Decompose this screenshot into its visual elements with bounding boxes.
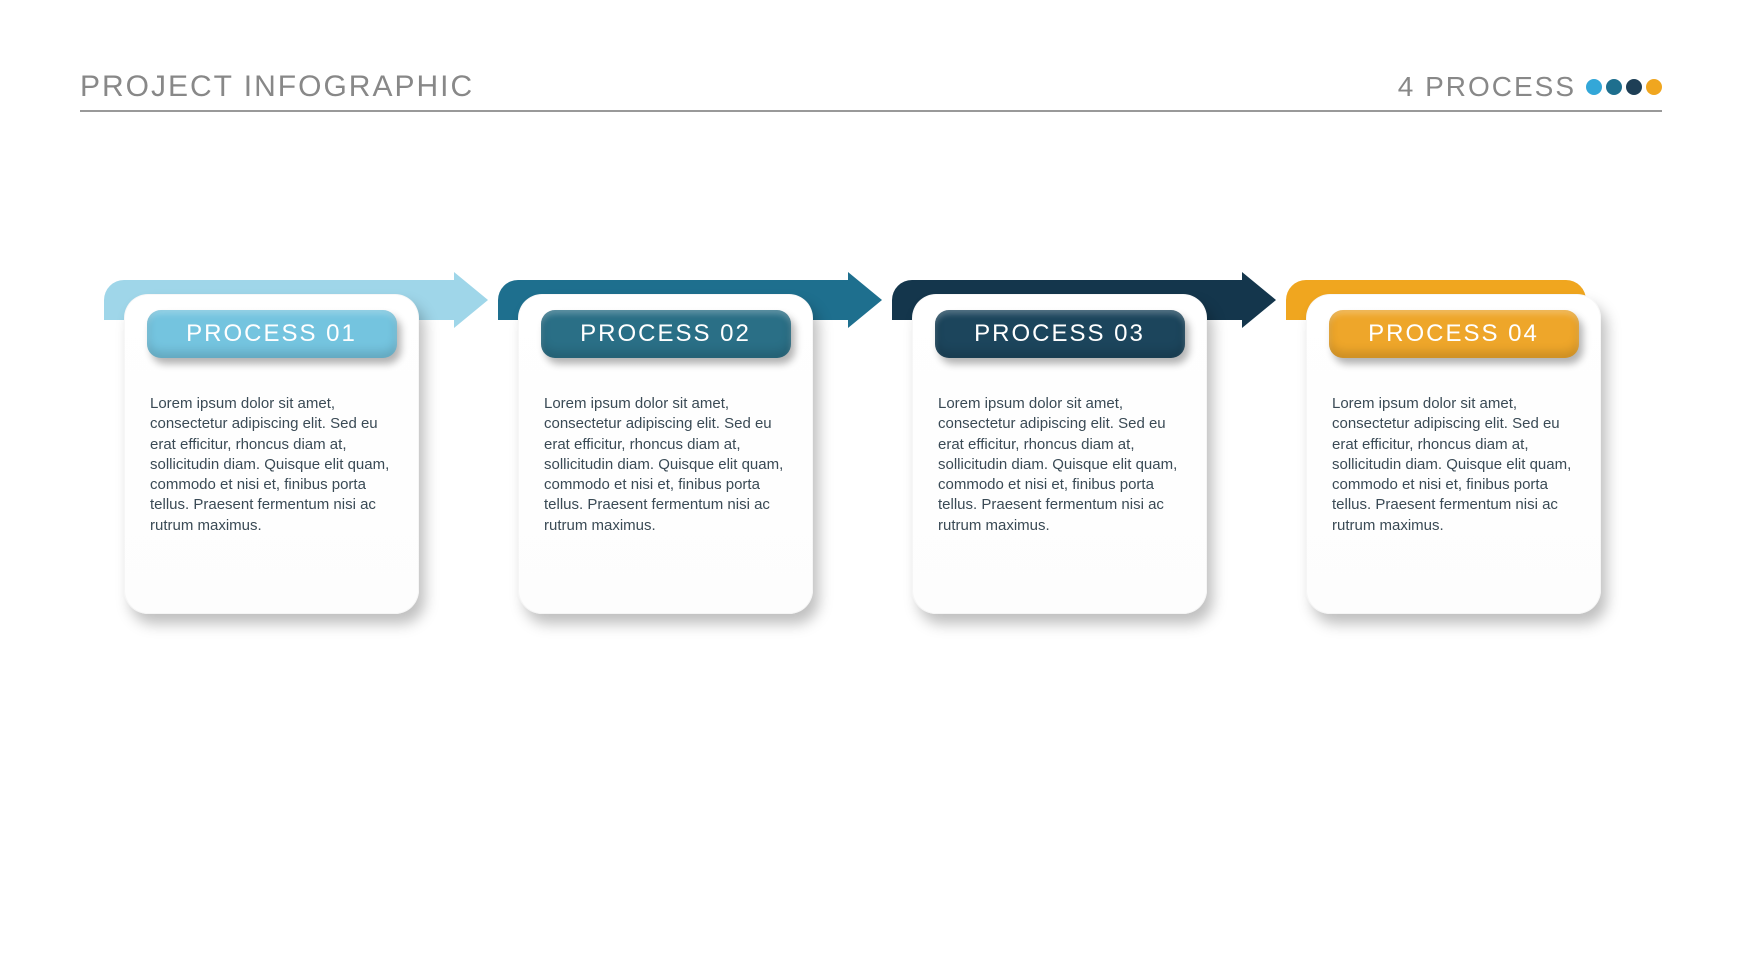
process-card: PROCESS 02 Lorem ipsum dolor sit amet, c… — [518, 294, 813, 614]
arrow-head-icon — [1242, 272, 1276, 328]
header: PROJECT INFOGRAPHIC 4 PROCESS — [80, 70, 1662, 112]
arrow-head-icon — [454, 272, 488, 328]
process-step-1: PROCESS 01 Lorem ipsum dolor sit amet, c… — [110, 280, 450, 614]
legend-dot-4 — [1646, 79, 1662, 95]
process-body: Lorem ipsum dolor sit amet, consectetur … — [538, 394, 793, 536]
process-step-3: PROCESS 03 Lorem ipsum dolor sit amet, c… — [898, 280, 1238, 614]
process-count-label: 4 PROCESS — [1398, 71, 1576, 103]
legend-dot-1 — [1586, 79, 1602, 95]
legend-dots — [1586, 79, 1662, 95]
process-body: Lorem ipsum dolor sit amet, consectetur … — [1326, 394, 1581, 536]
process-title-pill: PROCESS 04 — [1329, 310, 1579, 358]
arrow-head-icon — [848, 272, 882, 328]
page-title: PROJECT INFOGRAPHIC — [80, 70, 474, 104]
process-card: PROCESS 01 Lorem ipsum dolor sit amet, c… — [124, 294, 419, 614]
process-card: PROCESS 03 Lorem ipsum dolor sit amet, c… — [912, 294, 1207, 614]
process-step-2: PROCESS 02 Lorem ipsum dolor sit amet, c… — [504, 280, 844, 614]
legend-dot-2 — [1606, 79, 1622, 95]
process-title: PROCESS 02 — [580, 320, 751, 348]
process-title-pill: PROCESS 03 — [935, 310, 1185, 358]
process-title-pill: PROCESS 02 — [541, 310, 791, 358]
process-step-4: PROCESS 04 Lorem ipsum dolor sit amet, c… — [1292, 280, 1632, 614]
process-title: PROCESS 03 — [974, 320, 1145, 348]
header-right: 4 PROCESS — [1398, 71, 1662, 103]
process-row: PROCESS 01 Lorem ipsum dolor sit amet, c… — [110, 280, 1632, 614]
process-body: Lorem ipsum dolor sit amet, consectetur … — [932, 394, 1187, 536]
process-card: PROCESS 04 Lorem ipsum dolor sit amet, c… — [1306, 294, 1601, 614]
process-title: PROCESS 04 — [1368, 320, 1539, 348]
process-title-pill: PROCESS 01 — [147, 310, 397, 358]
process-body: Lorem ipsum dolor sit amet, consectetur … — [144, 394, 399, 536]
process-title: PROCESS 01 — [186, 320, 357, 348]
legend-dot-3 — [1626, 79, 1642, 95]
